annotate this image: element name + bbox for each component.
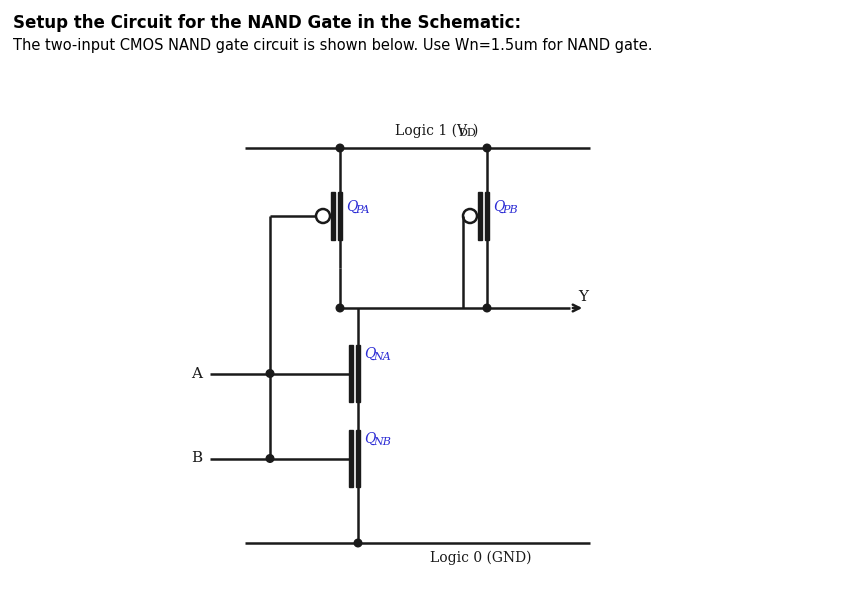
Bar <box>349 430 353 487</box>
Text: PB: PB <box>502 205 518 215</box>
Text: ): ) <box>472 124 477 138</box>
Text: Logic 0 (GND): Logic 0 (GND) <box>430 551 531 565</box>
Text: PA: PA <box>355 205 370 215</box>
Text: NA: NA <box>373 352 390 362</box>
Bar <box>485 192 489 240</box>
Text: DD: DD <box>458 128 476 138</box>
Circle shape <box>483 144 491 152</box>
Circle shape <box>354 539 362 547</box>
Bar <box>331 192 335 240</box>
Text: NB: NB <box>373 437 391 447</box>
Bar <box>338 192 342 240</box>
Circle shape <box>483 304 491 312</box>
Text: Q: Q <box>493 200 504 214</box>
Bar <box>356 345 360 402</box>
Circle shape <box>336 144 344 152</box>
Text: Q: Q <box>364 347 375 361</box>
Text: Q: Q <box>346 200 358 214</box>
Text: The two-input CMOS NAND gate circuit is shown below. Use Wn=1.5um for NAND gate.: The two-input CMOS NAND gate circuit is … <box>13 38 653 53</box>
Circle shape <box>267 369 273 377</box>
Bar <box>356 430 360 487</box>
Circle shape <box>336 304 344 312</box>
Text: Logic 1 (V: Logic 1 (V <box>395 124 467 138</box>
Bar <box>349 345 353 402</box>
Bar <box>478 192 482 240</box>
Text: A: A <box>191 367 202 380</box>
Circle shape <box>267 455 273 462</box>
Text: Q: Q <box>364 432 375 446</box>
Text: Y: Y <box>578 290 588 304</box>
Text: Setup the Circuit for the NAND Gate in the Schematic:: Setup the Circuit for the NAND Gate in t… <box>13 14 521 32</box>
Text: B: B <box>191 452 202 465</box>
